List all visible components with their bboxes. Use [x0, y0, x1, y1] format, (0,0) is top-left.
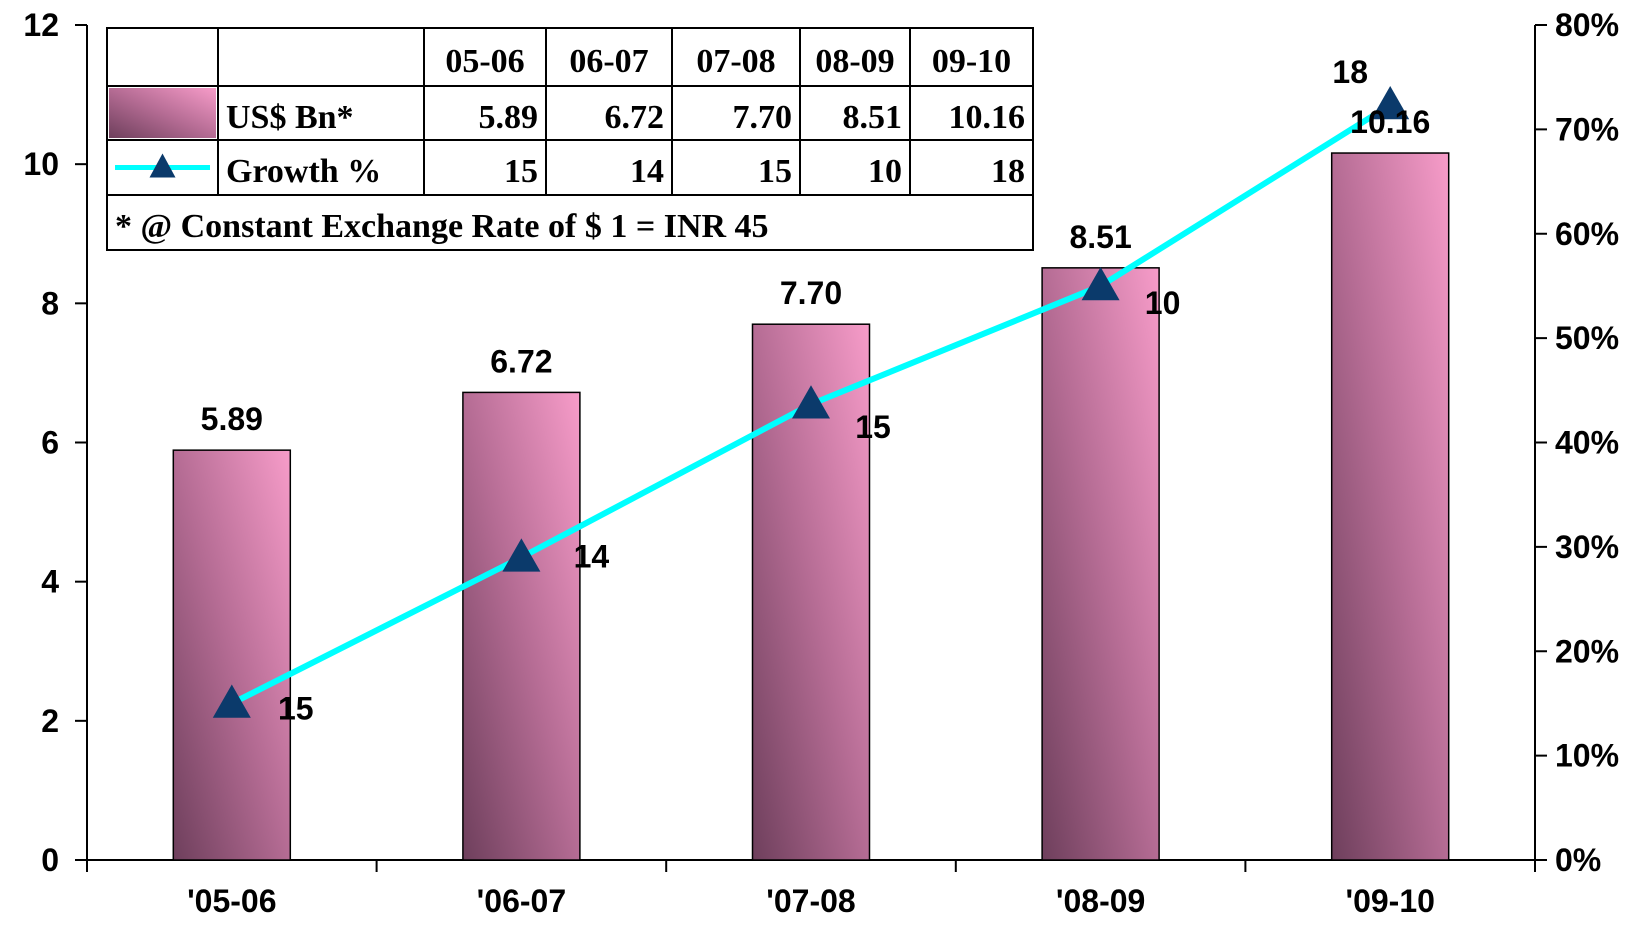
table-cell: 14	[630, 153, 664, 190]
growth-value-label: 14	[574, 538, 610, 574]
table-column-header: 06-07	[569, 43, 648, 80]
growth-marker	[1371, 86, 1410, 120]
y-right-tick-label: 70%	[1555, 111, 1619, 147]
table-cell: 15	[504, 153, 538, 190]
y-left-tick-label: 10	[23, 146, 59, 182]
table-row-label: US$ Bn*	[226, 99, 354, 136]
bars	[172, 152, 1450, 861]
y-left-tick-label: 2	[41, 703, 59, 739]
y-right-tick-label: 10%	[1555, 738, 1619, 774]
growth-marker	[502, 538, 541, 572]
y-right-tick-label: 20%	[1555, 633, 1619, 669]
bar-value-label: 6.72	[490, 343, 552, 379]
table-row-label: Growth %	[226, 153, 381, 190]
legend-bar-swatch	[109, 88, 216, 138]
bar	[1330, 152, 1450, 861]
growth-line-layer	[212, 86, 1410, 718]
y-left-tick-label: 4	[41, 564, 59, 600]
table-column-header: 09-10	[932, 43, 1011, 80]
y-right-tick-label: 60%	[1555, 216, 1619, 252]
bar-value-label: 7.70	[780, 275, 842, 311]
y-left-tick-label: 8	[41, 285, 59, 321]
data-table: 05-06 06-07 07-08 08-09 09-10 US$ Bn* 5.89 6.72…	[106, 27, 1034, 251]
growth-value-label: 15	[278, 690, 314, 726]
bar	[172, 449, 292, 861]
growth-marker	[1081, 266, 1120, 301]
bar	[1041, 267, 1160, 861]
y-right-tick-label: 0%	[1555, 842, 1601, 878]
y-right-tick-label: 50%	[1555, 320, 1619, 356]
table-column-header: 05-06	[445, 43, 524, 80]
growth-marker	[212, 684, 251, 718]
growth-marker	[792, 385, 830, 419]
legend-marker-swatch	[149, 153, 176, 178]
y-left-tick-label: 12	[23, 7, 59, 43]
bar	[462, 391, 581, 861]
table-cell: 18	[991, 153, 1025, 190]
x-tick-label: '06-07	[477, 883, 566, 919]
table-cell: 10	[868, 153, 902, 190]
table-cell: 6.72	[605, 99, 665, 136]
table-cell: 10.16	[949, 99, 1026, 136]
table-cell: 15	[758, 153, 792, 190]
table-cell: 5.89	[479, 99, 539, 136]
growth-value-label: 18	[1332, 54, 1368, 90]
bar-value-label: 5.89	[201, 401, 263, 437]
x-tick-label: '09-10	[1345, 883, 1434, 919]
y-left-tick-label: 0	[41, 842, 59, 878]
x-tick-label: '05-06	[187, 883, 276, 919]
x-tick-label: '07-08	[766, 883, 855, 919]
table-column-header: 07-08	[696, 43, 775, 80]
y-right-tick-label: 80%	[1555, 7, 1619, 43]
table-cell: 8.51	[843, 99, 903, 136]
bar-value-label: 10.16	[1350, 104, 1430, 140]
data-labels: 5.89 6.72 7.70 8.51 10.16 15 14 15 10 18	[201, 54, 1431, 726]
table-column-header: 08-09	[815, 43, 894, 80]
bar-value-label: 8.51	[1069, 219, 1131, 255]
growth-value-label: 10	[1145, 285, 1181, 321]
y-left-tick-label: 6	[41, 425, 59, 461]
y-right-tick-label: 30%	[1555, 529, 1619, 565]
growth-value-label: 15	[855, 409, 891, 445]
x-tick-label: '08-09	[1056, 883, 1145, 919]
axes: 0 2 4 6 8 10 12 0% 10% 20% 30% 40% 50% 60% 70% 80% '05-0…	[23, 7, 1619, 919]
table-cell: 7.70	[733, 99, 793, 136]
y-right-tick-label: 40%	[1555, 425, 1619, 461]
table-footnote: * @ Constant Exchange Rate of $ 1 = INR …	[115, 208, 769, 245]
